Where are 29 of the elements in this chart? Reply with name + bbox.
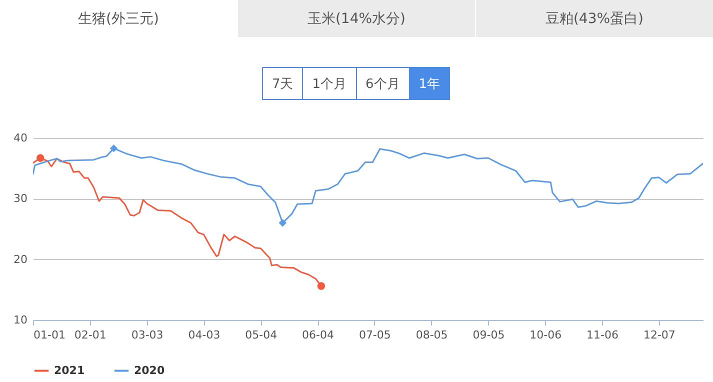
point <box>317 282 326 290</box>
y-tick-label: 30 <box>14 192 28 206</box>
x-tick-label: 08-05 <box>416 328 448 342</box>
x-tick-label: 09-05 <box>472 328 505 342</box>
x-tick-label: 10-06 <box>530 328 562 342</box>
x-tick-label: 06-04 <box>302 328 334 342</box>
text: 7天 <box>262 67 304 100</box>
y-tick-label: 10 <box>14 314 28 326</box>
x-tick-label: 02-01 <box>74 328 106 342</box>
x-tick-label: 11-06 <box>586 328 619 342</box>
point <box>278 219 287 227</box>
legend-label: 2020 <box>134 364 165 377</box>
chart-title: 生猪(外三元) <box>0 0 237 37</box>
x-tick-label: 04-03 <box>188 328 220 342</box>
x-tick-label: 03-03 <box>131 328 164 342</box>
x-tick-label: 05-04 <box>245 328 278 342</box>
x-tick-label: 12-07 <box>643 328 676 342</box>
point <box>110 144 118 152</box>
point <box>36 154 44 162</box>
text: 1个月 <box>302 67 356 100</box>
y-tick-label: 40 <box>14 132 28 144</box>
y-tick-label: 20 <box>14 252 28 266</box>
legend-label: 2021 <box>54 364 85 377</box>
text: 6个月 <box>356 67 410 100</box>
x-tick-label: 07-05 <box>358 328 391 342</box>
text: 玉米(14%水分) <box>237 0 475 37</box>
text: 1年 <box>408 67 450 100</box>
x-tick-label: 01-01 <box>34 328 66 342</box>
text: 豆粕(43%蛋白) <box>475 0 713 37</box>
